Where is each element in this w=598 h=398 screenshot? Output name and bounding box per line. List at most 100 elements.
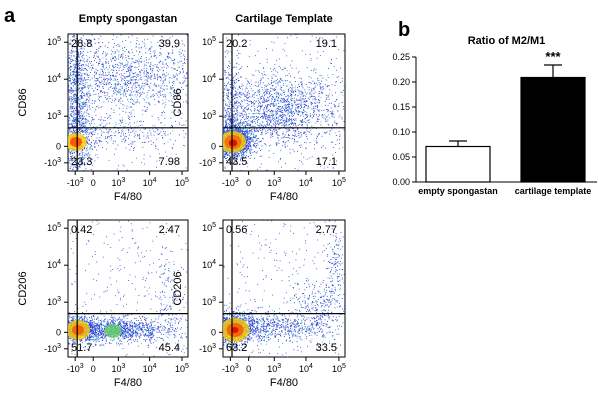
event-dot [253,145,255,147]
event-dot [81,55,83,57]
event-dot [79,101,81,103]
event-dot [218,138,219,139]
event-dot [235,159,236,161]
event-dot [90,146,91,148]
event-dot [62,93,63,94]
event-dot [139,70,141,72]
event-dot [126,59,127,61]
event-dot [125,147,127,149]
event-dot [156,73,158,75]
event-dot [99,58,101,60]
event-dot [224,154,226,156]
event-dot [76,167,77,168]
event-dot [164,84,165,86]
event-dot [133,76,135,77]
event-dot [154,104,156,106]
event-dot [107,132,109,134]
event-dot [151,55,152,57]
event-dot [155,145,157,147]
event-dot [60,107,61,108]
event-dot [34,45,35,46]
event-dot [138,84,140,86]
event-dot [246,150,248,152]
event-dot [68,103,69,105]
event-dot [237,124,239,126]
event-dot [42,148,43,149]
event-dot [84,68,85,70]
event-dot [82,156,84,158]
event-dot [97,133,99,135]
event-dot [218,146,219,147]
event-dot [99,46,101,48]
event-dot [245,145,247,147]
event-dot [245,138,247,140]
event-dot [117,84,119,86]
event-dot [135,61,137,63]
event-dot [157,129,159,131]
event-dot [224,166,226,168]
event-dot [81,122,83,124]
event-dot [72,60,74,62]
event-dot [122,75,124,77]
event-dot [71,126,73,127]
event-dot [147,71,149,73]
event-dot [73,79,75,81]
event-dot [160,61,162,63]
event-dot [116,66,118,68]
event-dot [114,100,115,102]
event-dot [146,76,148,78]
event-dot [234,162,236,164]
event-dot [140,77,142,78]
event-dot [144,99,145,101]
event-dot [166,156,168,157]
event-dot [204,67,205,68]
event-dot [72,85,74,87]
event-dot [130,64,132,66]
event-dot [110,117,112,119]
event-dot [145,67,147,69]
event-dot [82,157,84,158]
event-dot [184,77,186,79]
event-dot [158,119,160,121]
event-dot [68,159,70,161]
event-dot [223,154,224,156]
event-dot [247,145,249,147]
event-dot [79,104,80,106]
event-dot [87,113,89,114]
event-dot [76,123,77,124]
event-dot [138,85,140,87]
event-dot [154,53,155,55]
event-dot [53,152,54,153]
event-dot [89,95,91,97]
event-dot [124,139,126,141]
event-dot [139,89,141,91]
event-dot [184,63,186,64]
event-dot [131,115,133,117]
event-dot [98,95,100,97]
event-dot [133,147,135,148]
event-dot [88,105,90,107]
event-dot [125,123,127,124]
event-dot [240,154,242,156]
event-dot [125,96,127,98]
event-dot [144,75,146,77]
event-dot [127,76,128,77]
event-dot [105,58,107,60]
event-dot [225,151,226,152]
event-dot [221,131,222,132]
event-dot [88,43,90,45]
event-dot [265,118,267,120]
event-dot [103,64,104,66]
event-dot [171,35,173,37]
event-dot [42,101,43,102]
event-dot [73,130,75,131]
event-dot [76,81,77,83]
event-dot [81,149,83,150]
event-dot [69,63,71,64]
event-dot [119,113,121,115]
event-dot [79,112,81,114]
event-dot [107,92,109,94]
event-dot [77,78,79,79]
event-dots [34,34,205,171]
event-dot [210,154,211,155]
